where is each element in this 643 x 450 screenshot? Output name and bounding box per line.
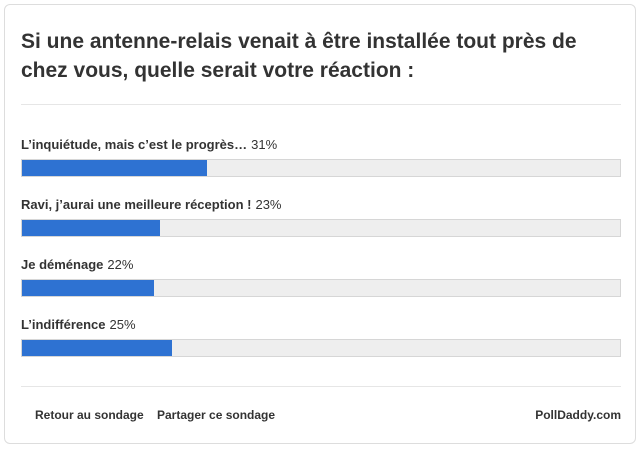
poll-answer: Ravi, j’aurai une meilleure réception ! 2… xyxy=(21,197,621,237)
result-bar-track xyxy=(21,159,621,177)
result-bar-fill xyxy=(22,220,160,236)
divider-top xyxy=(21,104,621,105)
result-bar-track xyxy=(21,339,621,357)
result-bar-track xyxy=(21,279,621,297)
answer-percent: 25% xyxy=(109,317,136,332)
result-bar-track xyxy=(21,219,621,237)
answer-percent: 31% xyxy=(251,137,278,152)
answer-label: L’inquiétude, mais c’est le progrès… xyxy=(21,137,248,152)
answer-percent: 23% xyxy=(255,197,282,212)
poll-answer: Je déménage 22% xyxy=(21,257,621,297)
poll-footer: Retour au sondage Partager ce sondage Po… xyxy=(21,405,621,425)
answer-percent: 22% xyxy=(107,257,134,272)
result-bar-fill xyxy=(22,160,208,176)
share-poll-link[interactable]: Partager ce sondage xyxy=(157,408,276,422)
poll-answer: L’inquiétude, mais c’est le progrès… 31% xyxy=(21,137,621,177)
return-to-poll-link[interactable]: Retour au sondage xyxy=(35,408,144,422)
poll-answer: L’indifférence 25% xyxy=(21,317,621,357)
result-bar-fill xyxy=(22,340,172,356)
answer-label: Ravi, j’aurai une meilleure réception ! xyxy=(21,197,252,212)
answer-label: Je déménage xyxy=(21,257,104,272)
result-bar-fill xyxy=(22,280,154,296)
poll-question: Si une antenne-relais venait à être inst… xyxy=(21,30,577,82)
answer-label: L’indifférence xyxy=(21,317,106,332)
poll-widget: Si une antenne-relais venait à être inst… xyxy=(4,4,636,444)
divider-bottom xyxy=(21,386,621,387)
polldaddy-brand-link[interactable]: PollDaddy.com xyxy=(535,408,621,422)
